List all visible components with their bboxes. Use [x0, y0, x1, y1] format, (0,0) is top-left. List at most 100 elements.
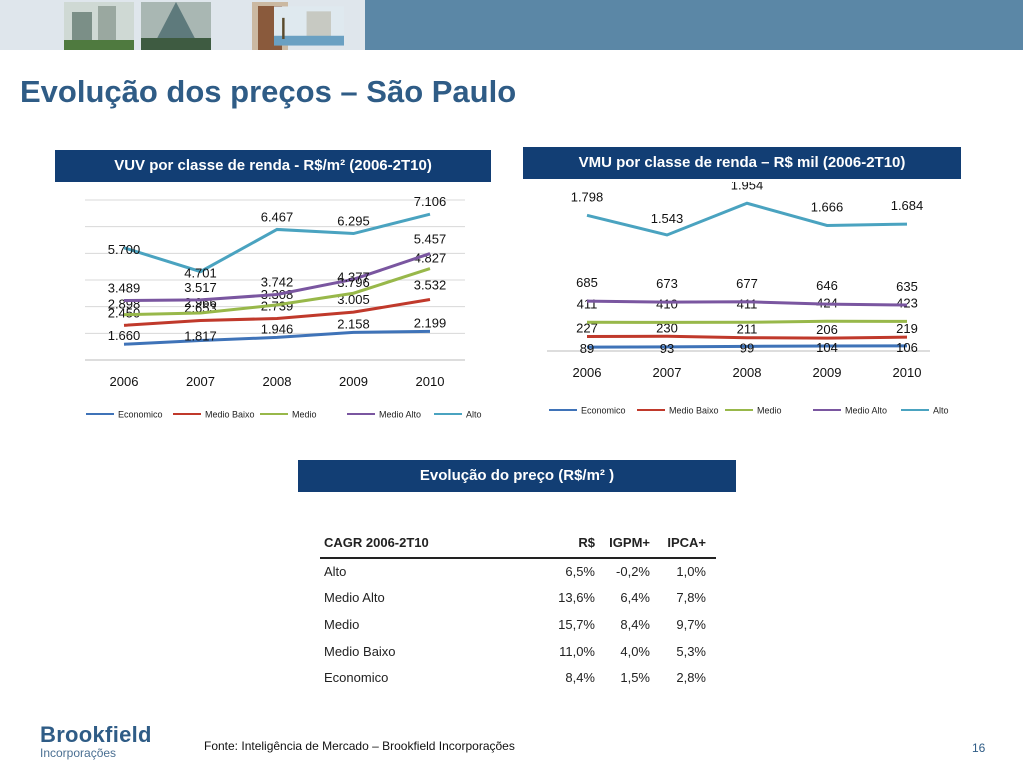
data-label: 1.954 [731, 182, 764, 192]
data-label: 1.666 [811, 199, 844, 214]
x-tick-label: 2009 [813, 365, 842, 380]
data-label: 1.660 [108, 328, 141, 343]
table-cell: Economico [324, 670, 389, 686]
table-header-row: CAGR 2006-2T10 R$ IGPM+ IPCA+ [320, 530, 716, 559]
legend-item: Alto [466, 410, 482, 420]
legend-item: Medio [292, 410, 317, 420]
building-photo-2 [141, 2, 211, 50]
table-column-header: IPCA+ [667, 535, 706, 550]
data-label: 206 [816, 322, 838, 337]
data-label: 99 [740, 340, 754, 355]
page-title: Evolução dos preços – São Paulo [20, 74, 517, 109]
x-tick-label: 2009 [339, 374, 368, 389]
legend-item: Medio Baixo [669, 406, 719, 416]
building-photo-1 [64, 2, 134, 50]
series-line-medio-baixo [123, 298, 431, 327]
vuv-chart: 2006 2007 2008 2009 2010 1.660 1.817 1.946 2.158… [85, 194, 482, 420]
data-label: 3.532 [414, 278, 447, 293]
data-label: 7.106 [414, 194, 447, 209]
vmu-chart: 2006 2007 2008 2009 2010 89 93 99 104 106 227 230 21… [547, 182, 949, 416]
table-cell: 11,0% [559, 643, 595, 659]
series-line-medio-alto [586, 299, 908, 307]
x-tick-label: 2008 [263, 374, 292, 389]
data-label: 4.827 [414, 251, 447, 266]
vmu-chart-header: VMU por classe de renda – R$ mil (2006-2… [523, 147, 961, 179]
x-tick-label: 2006 [110, 374, 139, 389]
series-line-alto [586, 201, 908, 237]
table-cell: 6,5% [565, 563, 595, 579]
data-label: 411 [577, 296, 598, 311]
series-line-medio [123, 267, 431, 317]
x-tick-label: 2008 [733, 365, 762, 380]
legend-item: Economico [118, 410, 163, 420]
data-label: 2.450 [108, 305, 141, 320]
series-line-medio-alto [123, 252, 431, 303]
x-tick-label: 2010 [416, 374, 445, 389]
table-cell: 6,4% [620, 590, 650, 606]
x-tick-label: 2006 [573, 365, 602, 380]
data-label: 3.742 [261, 275, 294, 290]
data-label: 89 [580, 341, 594, 356]
data-label: 685 [576, 275, 598, 290]
cagr-table: CAGR 2006-2T10 R$ IGPM+ IPCA+ Alto 6,5% … [320, 530, 716, 692]
table-row: Medio Baixo 11,0% 4,0% 5,3% [320, 639, 716, 666]
table-cell: Alto [324, 563, 347, 579]
table-cell: 8,4% [565, 670, 595, 686]
data-label: 93 [660, 341, 674, 356]
data-label: 646 [816, 278, 838, 293]
data-label: 5.457 [414, 232, 447, 247]
data-label: 5.700 [108, 242, 141, 257]
table-header: Evolução do preço (R$/m² ) [298, 460, 736, 492]
series-line-alto [123, 212, 431, 274]
table-cell: 1,0% [676, 563, 706, 579]
table-cell: 5,3% [676, 643, 706, 659]
table-cell: 1,5% [620, 670, 650, 686]
table-row: Medio Alto 13,6% 6,4% 7,8% [320, 585, 716, 612]
data-label: 3.796 [337, 275, 370, 290]
data-label: 673 [656, 276, 678, 291]
table-row: Medio 15,7% 8,4% 9,7% [320, 612, 716, 639]
data-label: 3.517 [184, 280, 217, 295]
table-column-header: IGPM+ [609, 535, 650, 550]
data-label: 1.817 [184, 328, 217, 343]
data-label: 423 [896, 295, 918, 310]
legend-item: Medio Alto [379, 410, 421, 420]
data-label: 227 [576, 320, 598, 335]
data-label: 410 [656, 296, 678, 311]
legend-item: Medio Baixo [205, 410, 255, 420]
legend-item: Medio Alto [845, 406, 887, 416]
data-label: 230 [656, 320, 678, 335]
data-label: 106 [896, 340, 918, 355]
table-column-header: R$ [578, 535, 595, 550]
data-label: 1.543 [651, 211, 684, 226]
table-cell: 4,0% [620, 643, 650, 659]
legend-item: Medio [757, 406, 782, 416]
data-label: 3.489 [108, 281, 141, 296]
data-label: 6.467 [261, 209, 294, 224]
table-column-header: CAGR 2006-2T10 [324, 535, 429, 550]
top-banner [0, 0, 1023, 50]
data-label: 635 [896, 279, 918, 294]
data-label: 4.377 [337, 269, 370, 284]
x-tick-label: 2010 [893, 365, 922, 380]
series-line-economico [123, 329, 431, 346]
table-cell: 8,4% [620, 617, 650, 633]
data-label: 2.158 [337, 316, 370, 331]
logo-subtitle: Incorporações [40, 746, 117, 760]
vuv-chart-header: VUV por classe de renda - R$/m² (2006-2T… [55, 150, 491, 182]
table-cell: -0,2% [616, 563, 650, 579]
table-cell: 9,7% [676, 617, 706, 633]
x-tick-label: 2007 [653, 365, 682, 380]
table-cell: 2,8% [676, 670, 706, 686]
data-label: 4.701 [184, 266, 217, 281]
data-label: 1.946 [261, 321, 294, 336]
data-label: 2.966 [184, 295, 217, 310]
data-label: 6.295 [337, 214, 370, 229]
legend-item: Economico [581, 406, 626, 416]
brookfield-logo: Brookfield Incorporações [40, 722, 152, 760]
data-label: 2.199 [414, 315, 447, 330]
table-cell: 13,6% [558, 590, 595, 606]
x-tick-label: 2007 [186, 374, 215, 389]
legend-item: Alto [933, 406, 949, 416]
data-label: 219 [896, 321, 918, 336]
